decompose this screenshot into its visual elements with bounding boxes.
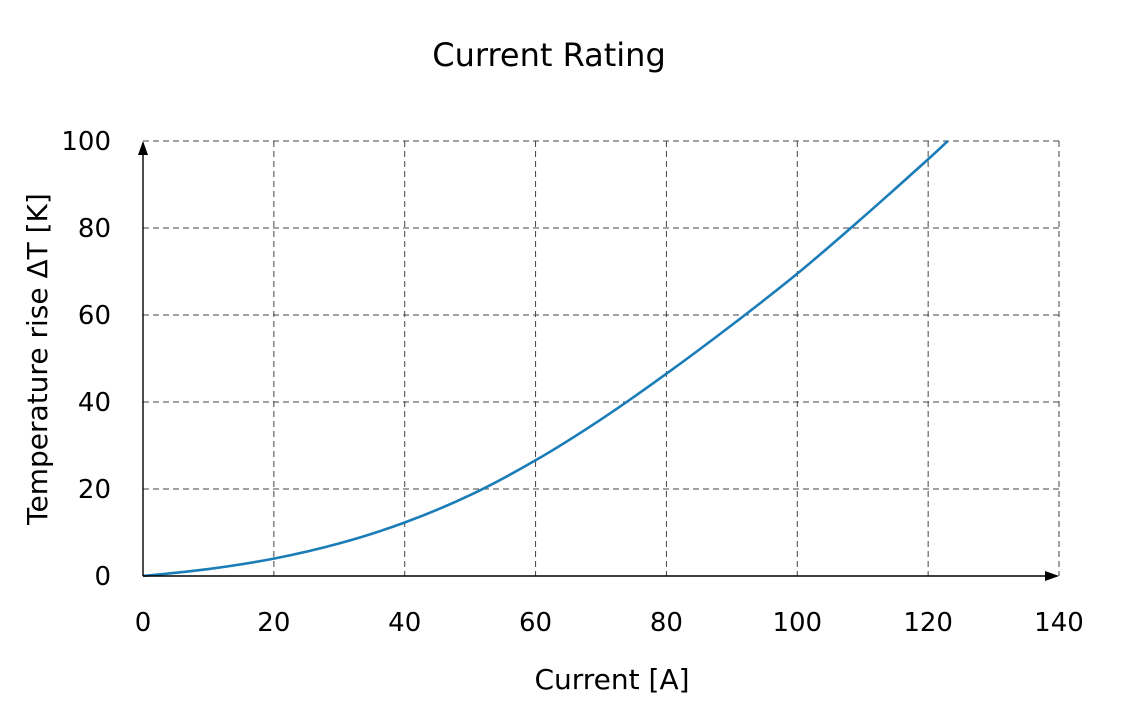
grid <box>143 140 1060 576</box>
series-line <box>142 140 949 578</box>
y-tick-label: 20 <box>78 475 111 505</box>
x-tick-label: 80 <box>650 608 683 638</box>
x-axis-label: Current [A] <box>534 663 689 696</box>
chart-title: Current Rating <box>432 36 666 74</box>
x-axis-arrow <box>1045 571 1059 581</box>
plot-area <box>142 140 949 578</box>
tick-labels: 0 20 40 60 80 100 120 140 0 20 40 60 80 100 <box>61 127 1083 638</box>
x-tick-label: 0 <box>135 608 152 638</box>
y-axis-arrow <box>138 141 148 155</box>
y-tick-label: 60 <box>78 301 111 331</box>
x-tick-label: 140 <box>1034 608 1084 638</box>
y-tick-label: 40 <box>78 388 111 418</box>
axes <box>138 141 1059 581</box>
x-tick-label: 120 <box>903 608 953 638</box>
y-tick-label: 100 <box>61 127 111 157</box>
y-tick-label: 0 <box>94 562 111 592</box>
x-tick-label: 40 <box>388 608 421 638</box>
x-tick-label: 20 <box>257 608 290 638</box>
x-tick-label: 60 <box>519 608 552 638</box>
y-tick-label: 80 <box>78 214 111 244</box>
y-axis-label: Temperature rise ΔT [K] <box>21 193 54 526</box>
x-tick-label: 100 <box>772 608 822 638</box>
